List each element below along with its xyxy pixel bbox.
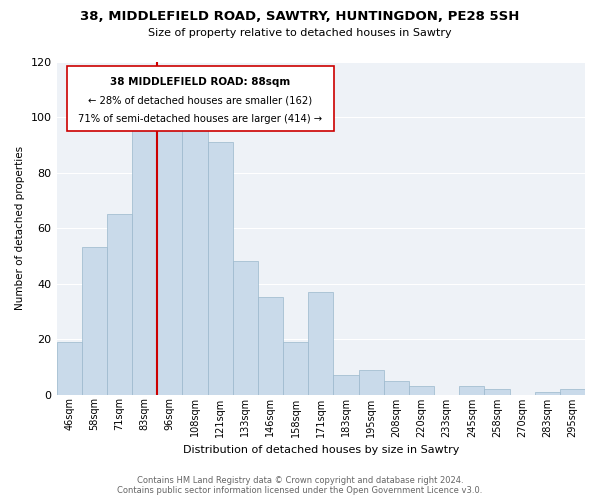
Bar [82, 248, 107, 394]
Bar [208, 142, 233, 395]
Bar [157, 117, 182, 394]
Bar [258, 298, 283, 394]
Bar [308, 292, 334, 394]
Bar [383, 380, 409, 394]
Bar [459, 386, 484, 394]
Text: 38, MIDDLEFIELD ROAD, SAWTRY, HUNTINGDON, PE28 5SH: 38, MIDDLEFIELD ROAD, SAWTRY, HUNTINGDON… [80, 10, 520, 23]
Bar [359, 370, 383, 394]
X-axis label: Distribution of detached houses by size in Sawtry: Distribution of detached houses by size … [182, 445, 459, 455]
Bar [334, 375, 359, 394]
Bar [233, 262, 258, 394]
Text: Size of property relative to detached houses in Sawtry: Size of property relative to detached ho… [148, 28, 452, 38]
Bar [56, 342, 82, 394]
Y-axis label: Number of detached properties: Number of detached properties [15, 146, 25, 310]
FancyBboxPatch shape [67, 66, 334, 132]
Bar [409, 386, 434, 394]
Bar [132, 114, 157, 394]
Bar [484, 389, 509, 394]
Bar [535, 392, 560, 394]
Bar [182, 126, 208, 394]
Text: 71% of semi-detached houses are larger (414) →: 71% of semi-detached houses are larger (… [79, 114, 323, 124]
Text: ← 28% of detached houses are smaller (162): ← 28% of detached houses are smaller (16… [88, 95, 313, 105]
Text: 38 MIDDLEFIELD ROAD: 88sqm: 38 MIDDLEFIELD ROAD: 88sqm [110, 76, 290, 86]
Text: Contains HM Land Registry data © Crown copyright and database right 2024.
Contai: Contains HM Land Registry data © Crown c… [118, 476, 482, 495]
Bar [107, 214, 132, 394]
Bar [560, 389, 585, 394]
Bar [283, 342, 308, 394]
